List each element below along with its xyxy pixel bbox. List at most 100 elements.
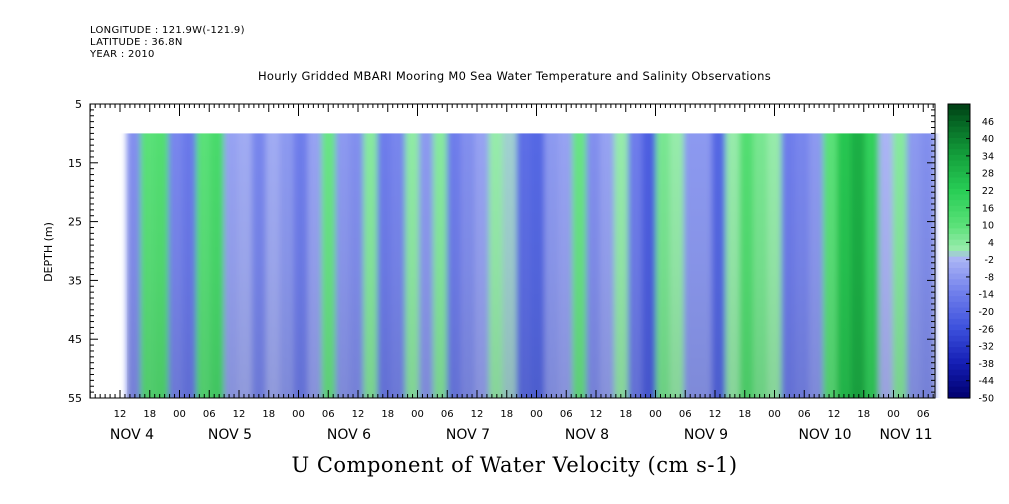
colorbar-swatch xyxy=(948,160,970,167)
x-hour-label: 00 xyxy=(768,409,781,420)
x-hour-label: 18 xyxy=(500,409,513,420)
colorbar-swatch xyxy=(948,279,970,286)
colorbar: 46 40 34 28 22 16 10 4 -2 -8 -14 -20 -26 -32 -38 -44 -50 xyxy=(947,103,994,405)
x-hour-label: 06 xyxy=(203,409,216,420)
latitude-label: LATITUDE : 36.8N xyxy=(90,37,183,48)
colorbar-swatch xyxy=(948,171,970,179)
x-tick-labels: 12 18 00 06 12 18 00 06 12 18 00 06 12 18 00 06 12 18 00 06… xyxy=(110,409,933,443)
x-hour-label: 06 xyxy=(441,409,454,420)
y-tick-labels: 5 15 25 35 45 55 xyxy=(68,98,82,405)
colorbar-swatch xyxy=(948,211,970,218)
x-hour-label: 18 xyxy=(262,409,275,420)
y-tick-label: 15 xyxy=(68,157,82,170)
x-day-label: NOV 9 xyxy=(684,427,728,443)
x-hour-label: 18 xyxy=(738,409,751,420)
colorbar-swatch xyxy=(948,154,970,162)
colorbar-swatch xyxy=(948,239,970,246)
colorbar-swatch xyxy=(948,313,970,320)
colorbar-swatch xyxy=(948,217,970,224)
y-tick-label: 5 xyxy=(75,98,82,111)
colorbar-swatch xyxy=(948,392,970,399)
colorbar-swatch xyxy=(948,301,970,309)
colorbar-label: -26 xyxy=(978,324,994,335)
colorbar-swatch xyxy=(948,352,970,360)
colorbar-swatch xyxy=(948,104,970,111)
y-axis-title: DEPTH (m) xyxy=(42,222,55,282)
y-tick-label: 45 xyxy=(68,333,82,346)
colorbar-swatch xyxy=(948,200,970,207)
colorbar-swatch xyxy=(948,364,970,371)
y-tick-label: 25 xyxy=(68,216,82,229)
y-tick-label: 35 xyxy=(68,274,82,287)
colorbar-swatch xyxy=(948,183,970,190)
colorbar-swatch xyxy=(948,273,970,280)
colorbar-label: -32 xyxy=(978,342,994,353)
colorbar-label: -2 xyxy=(985,255,994,266)
x-hour-label: 06 xyxy=(560,409,573,420)
x-hour-label: 12 xyxy=(828,409,841,420)
colorbar-label: 28 xyxy=(982,169,994,180)
colorbar-label: -50 xyxy=(978,394,994,405)
colorbar-label: -14 xyxy=(978,290,994,301)
colorbar-label: 40 xyxy=(982,134,994,145)
colorbar-swatch xyxy=(948,109,970,116)
longitude-label: LONGITUDE : 121.9W(-121.9) xyxy=(90,25,245,36)
colorbar-swatch xyxy=(948,386,970,393)
colorbar-swatch xyxy=(948,369,970,376)
x-hour-label: 00 xyxy=(530,409,543,420)
x-day-label: NOV 11 xyxy=(879,427,932,443)
heatmap-shading xyxy=(127,133,935,398)
colorbar-label: -20 xyxy=(978,307,994,318)
colorbar-label: 46 xyxy=(982,117,994,128)
x-day-label: NOV 6 xyxy=(327,427,371,443)
x-hour-label: 18 xyxy=(857,409,870,420)
x-axis-title: U Component of Water Velocity (cm s-1) xyxy=(291,453,738,477)
colorbar-label: 22 xyxy=(982,186,994,197)
colorbar-swatch xyxy=(948,194,970,201)
x-hour-label: 12 xyxy=(352,409,365,420)
colorbar-swatch xyxy=(948,166,970,173)
x-hour-label: 12 xyxy=(709,409,722,420)
colorbar-swatch xyxy=(948,375,970,382)
colorbar-swatch xyxy=(948,335,970,343)
colorbar-swatch xyxy=(948,318,970,326)
colorbar-swatch xyxy=(948,296,970,303)
colorbar-swatch xyxy=(948,307,970,314)
colorbar-label: 34 xyxy=(982,151,994,162)
colorbar-swatch xyxy=(948,177,970,184)
colorbar-swatch xyxy=(948,126,970,133)
x-day-label: NOV 5 xyxy=(208,427,252,443)
x-hour-label: 06 xyxy=(798,409,811,420)
colorbar-swatch xyxy=(948,132,970,139)
colorbar-swatch xyxy=(948,222,970,229)
x-hour-label: 06 xyxy=(679,409,692,420)
colorbar-swatch xyxy=(948,115,970,122)
colorbar-swatch xyxy=(948,284,970,292)
x-hour-label: 12 xyxy=(233,409,246,420)
colorbar-swatch xyxy=(948,341,970,348)
x-hour-label: 12 xyxy=(471,409,484,420)
colorbar-swatch xyxy=(948,324,970,331)
colorbar-swatch xyxy=(948,267,970,275)
x-day-label: NOV 4 xyxy=(110,427,154,443)
colorbar-swatch xyxy=(948,149,970,156)
heatmap-field xyxy=(126,133,936,398)
chart-title: Hourly Gridded MBARI Mooring M0 Sea Wate… xyxy=(257,69,772,83)
x-hour-label: 12 xyxy=(590,409,603,420)
colorbar-frame xyxy=(947,103,971,399)
colorbar-swatch xyxy=(948,205,970,213)
colorbar-swatch xyxy=(948,262,970,269)
colorbar-label: -44 xyxy=(978,376,994,387)
x-hour-label: 06 xyxy=(322,409,335,420)
plot-axes xyxy=(89,103,936,399)
colorbar-label: 16 xyxy=(982,203,994,214)
colorbar-label: -38 xyxy=(978,359,994,370)
x-day-label: NOV 7 xyxy=(446,427,490,443)
x-hour-label: 18 xyxy=(619,409,632,420)
x-hour-label: 00 xyxy=(292,409,305,420)
x-hour-label: 18 xyxy=(381,409,394,420)
colorbar-label: -8 xyxy=(985,272,994,283)
x-hour-label: 18 xyxy=(143,409,156,420)
colorbar-swatch xyxy=(948,347,970,354)
